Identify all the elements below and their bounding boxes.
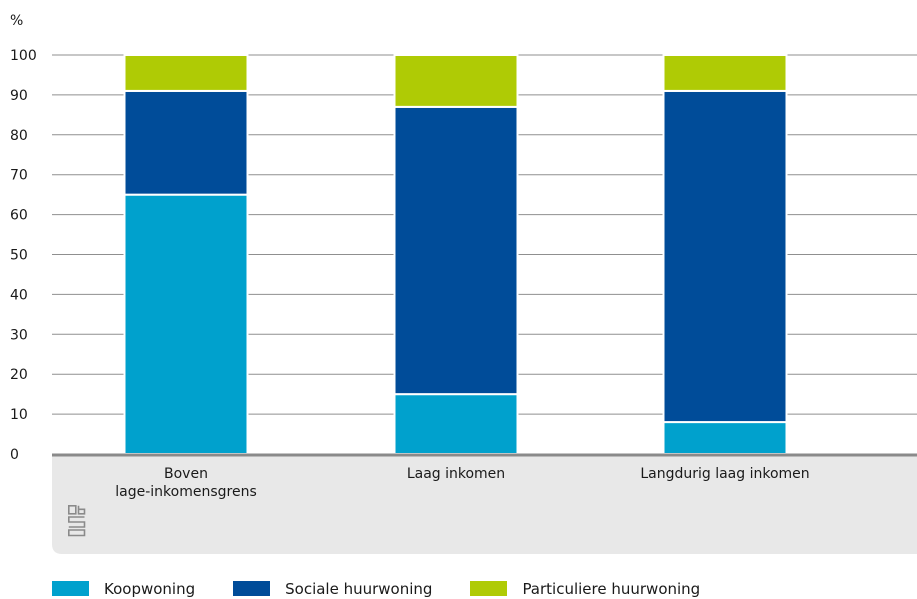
y-tick-label: 80: [10, 128, 28, 144]
legend-item: Particuliere huurwoning: [470, 580, 700, 598]
y-tick-label: 30: [10, 327, 28, 343]
bar-segment: [395, 107, 518, 394]
bar-segment: [125, 55, 248, 91]
bars: [125, 55, 787, 454]
bar-segment: [395, 55, 518, 107]
bar-segment: [664, 91, 787, 422]
y-axis-label: %: [10, 13, 23, 29]
chart: 0 10 20 30 40 50 60 70 80 90 100 % Boven lage-inkom…: [0, 0, 917, 578]
y-tick-label: 0: [10, 447, 19, 463]
bar-segment: [395, 394, 518, 454]
bar-segment: [125, 91, 248, 195]
bar-segment: [664, 55, 787, 91]
bar-segment: [664, 422, 787, 454]
legend-swatch: [52, 581, 89, 596]
y-tick-label: 90: [10, 88, 28, 104]
y-tick-label: 60: [10, 208, 28, 224]
y-tick-label: 70: [10, 168, 28, 184]
y-tick-label: 10: [10, 407, 28, 423]
x-tick-label: Laag inkomen: [407, 466, 505, 482]
y-tick-label: 50: [10, 248, 28, 264]
y-axis: 0 10 20 30 40 50 60 70 80 90 100: [10, 48, 37, 463]
y-tick-label: 20: [10, 367, 28, 383]
legend-item: Koopwoning: [52, 580, 195, 598]
y-tick-label: 100: [10, 48, 37, 64]
legend-item: Sociale huurwoning: [233, 580, 432, 598]
bar-segment: [125, 195, 248, 454]
x-tick-label: Boven: [164, 466, 208, 482]
y-tick-label: 40: [10, 287, 28, 303]
legend: Koopwoning Sociale huurwoning Particuliere…: [52, 578, 738, 599]
legend-label: Sociale huurwoning: [285, 580, 432, 598]
x-tick-label: Langdurig laag inkomen: [640, 466, 809, 482]
x-tick-label: lage-inkomensgrens: [115, 484, 257, 500]
legend-swatch: [233, 581, 270, 596]
legend-label: Koopwoning: [104, 580, 195, 598]
legend-label: Particuliere huurwoning: [522, 580, 700, 598]
legend-swatch: [470, 581, 507, 596]
